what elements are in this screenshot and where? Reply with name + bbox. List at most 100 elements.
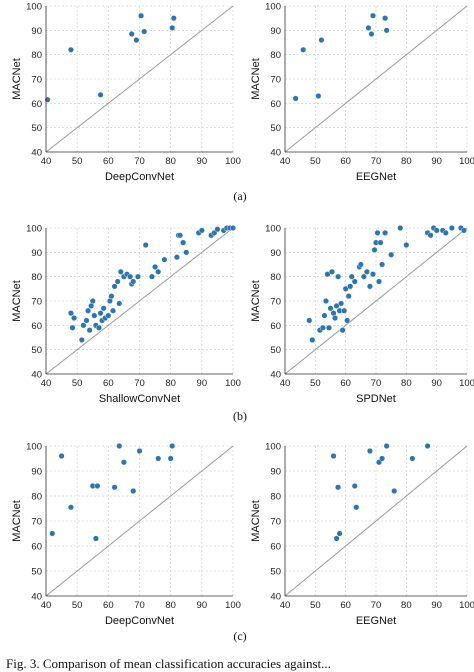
- data-point: [105, 312, 112, 319]
- data-point: [336, 530, 343, 537]
- x-tick-label: 70: [134, 156, 145, 167]
- data-point: [351, 278, 358, 285]
- data-point: [363, 268, 370, 275]
- data-point: [382, 15, 389, 22]
- y-tick-label: 40: [270, 370, 281, 381]
- figure-caption: Fig. 3. Comparison of mean classificatio…: [6, 656, 331, 671]
- data-point: [130, 488, 137, 495]
- data-point: [92, 535, 99, 542]
- data-point: [152, 263, 159, 270]
- data-point: [97, 91, 104, 98]
- data-point: [388, 251, 395, 258]
- data-point: [127, 273, 134, 280]
- y-axis-label: MACNet: [11, 280, 23, 322]
- x-tick-label: 50: [72, 378, 83, 389]
- x-tick-label: 50: [310, 156, 321, 167]
- x-axis-label: DeepConvNet: [105, 615, 174, 627]
- data-point: [69, 324, 76, 331]
- data-point: [360, 273, 367, 280]
- y-tick-label: 80: [270, 50, 281, 61]
- data-point: [117, 268, 124, 275]
- y-tick-label: 100: [265, 224, 281, 235]
- data-point: [85, 307, 92, 314]
- data-point: [108, 293, 115, 300]
- data-point: [229, 224, 236, 231]
- x-tick-label: 70: [134, 378, 145, 389]
- y-tick-label: 100: [26, 442, 42, 453]
- data-point: [427, 232, 434, 239]
- data-point: [377, 239, 384, 246]
- x-tick-label: 100: [459, 156, 474, 167]
- y-tick-label: 50: [31, 123, 42, 134]
- y-tick-label: 90: [270, 26, 281, 37]
- data-point: [110, 307, 117, 314]
- x-tick-label: 100: [459, 600, 474, 611]
- x-tick-label: 40: [280, 156, 291, 167]
- data-point: [83, 317, 90, 324]
- panel-label: (c): [233, 629, 246, 643]
- data-point: [111, 283, 118, 290]
- y-tick-label: 100: [26, 2, 42, 13]
- data-point: [58, 453, 65, 460]
- x-tick-label: 100: [225, 156, 241, 167]
- scatter-chart-2: 40 50 60 70 80 90 100 40 50 60 70 80 90 100 EEGNet MACN…: [250, 2, 474, 184]
- diagonal-reference-line: [45, 227, 234, 375]
- y-tick-label: 90: [270, 467, 281, 478]
- data-point: [44, 96, 51, 103]
- y-tick-label: 70: [31, 75, 42, 86]
- data-point: [347, 283, 354, 290]
- data-point: [397, 224, 404, 231]
- data-point: [148, 273, 155, 280]
- y-axis-label: MACNet: [250, 58, 262, 100]
- data-point: [91, 312, 98, 319]
- x-axis-label: EEGNet: [356, 615, 396, 627]
- data-point: [344, 317, 351, 324]
- data-point: [130, 278, 137, 285]
- y-tick-label: 70: [31, 297, 42, 308]
- x-tick-label: 50: [72, 600, 83, 611]
- y-tick-label: 80: [270, 492, 281, 503]
- x-tick-label: 40: [280, 378, 291, 389]
- y-axis-label: MACNet: [11, 58, 23, 100]
- y-tick-label: 80: [31, 50, 42, 61]
- x-tick-label: 60: [103, 156, 114, 167]
- data-point: [214, 226, 221, 233]
- data-point: [374, 229, 381, 236]
- data-point: [369, 271, 376, 278]
- y-tick-label: 40: [31, 148, 42, 159]
- x-tick-label: 70: [371, 378, 382, 389]
- data-point: [318, 37, 325, 44]
- data-point: [315, 93, 322, 100]
- data-point: [155, 455, 162, 462]
- y-tick-label: 70: [270, 297, 281, 308]
- scatter-chart-5: 40 50 60 70 80 90 100 40 50 60 70 80 90 100 DeepConvNe…: [11, 442, 241, 628]
- data-point: [120, 459, 127, 466]
- data-point: [325, 324, 332, 331]
- data-point: [424, 443, 431, 450]
- data-point: [382, 229, 389, 236]
- data-point: [460, 227, 467, 234]
- y-axis-label: MACNet: [250, 280, 262, 322]
- data-point: [170, 15, 177, 22]
- data-point: [351, 483, 358, 490]
- data-point: [339, 327, 346, 334]
- data-point: [366, 448, 373, 455]
- x-tick-label: 90: [431, 378, 442, 389]
- data-point: [94, 483, 101, 490]
- y-tick-label: 60: [270, 542, 281, 553]
- x-tick-label: 80: [165, 156, 176, 167]
- data-point: [391, 488, 398, 495]
- x-tick-label: 60: [103, 600, 114, 611]
- data-point: [114, 278, 121, 285]
- data-point: [306, 317, 313, 324]
- x-tick-label: 80: [401, 378, 412, 389]
- x-axis-label: EEGNet: [356, 171, 396, 183]
- x-tick-label: 80: [401, 156, 412, 167]
- y-axis-label: MACNet: [11, 500, 23, 542]
- data-point: [341, 307, 348, 314]
- x-tick-label: 40: [280, 600, 291, 611]
- y-tick-label: 90: [31, 248, 42, 259]
- x-tick-label: 60: [340, 600, 351, 611]
- y-tick-label: 80: [31, 272, 42, 283]
